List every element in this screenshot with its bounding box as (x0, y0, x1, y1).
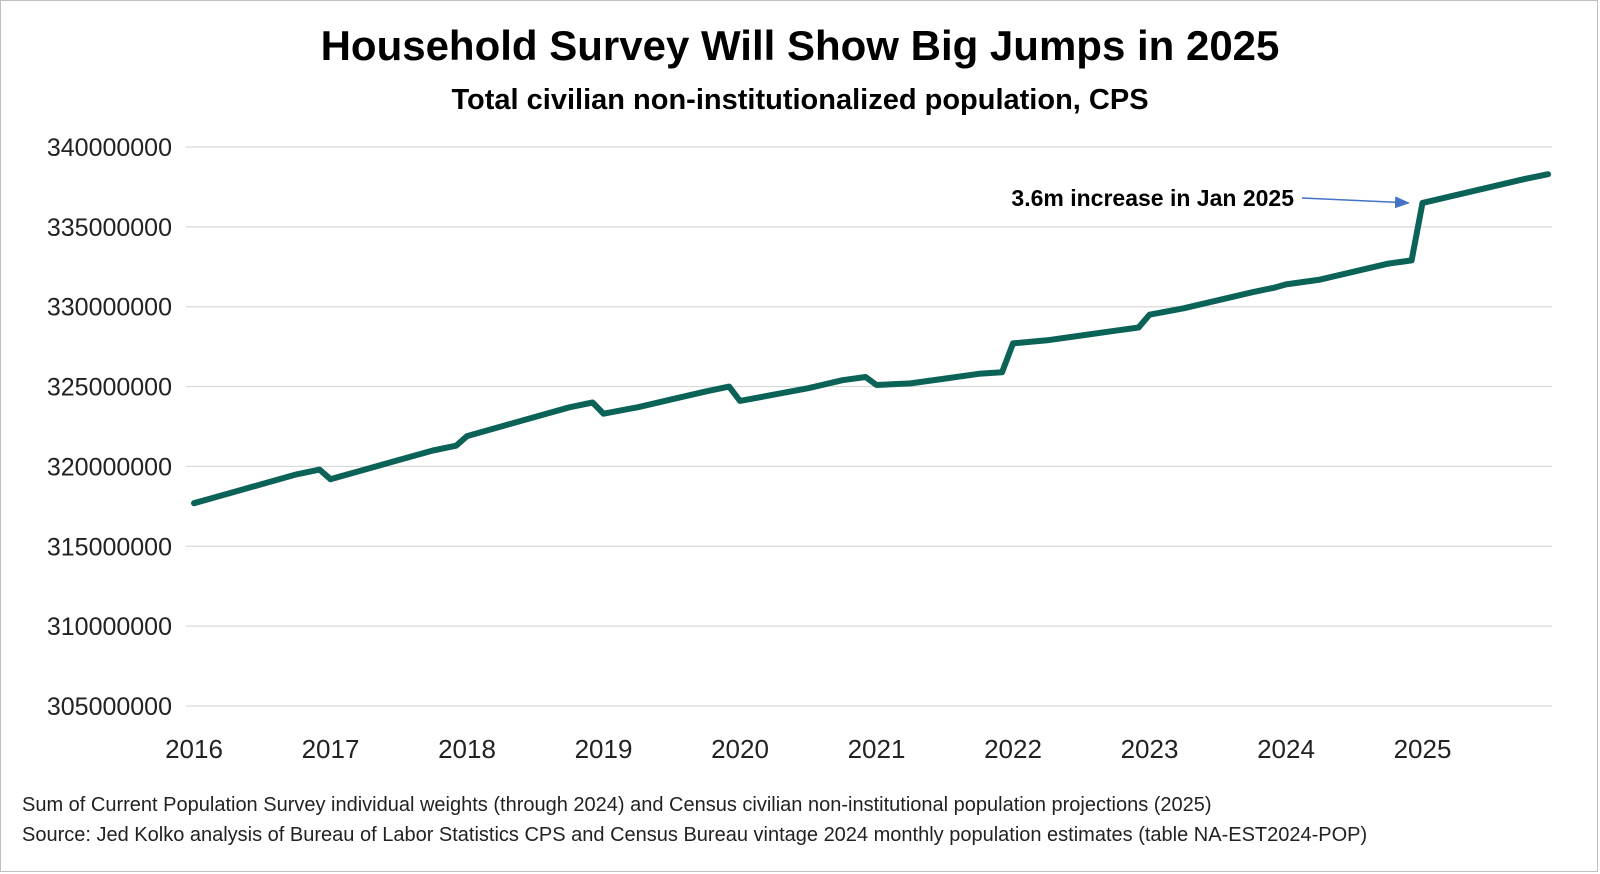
gridlines (186, 146, 1552, 707)
series-layer (191, 171, 1552, 507)
footnote-method: Sum of Current Population Survey individ… (22, 794, 1212, 816)
x-tick-label: 2020 (711, 734, 769, 764)
annotation-arrow (1301, 196, 1410, 209)
footnote-source: Source: Jed Kolko analysis of Bureau of … (22, 824, 1368, 846)
x-tick-label: 2017 (302, 734, 360, 764)
x-tick-label: 2025 (1394, 734, 1452, 764)
y-tick-label: 305000000 (47, 693, 172, 721)
x-tick-label: 2019 (575, 734, 633, 764)
chart-subtitle: Total civilian non-institutionalized pop… (451, 84, 1149, 116)
x-tick-label: 2022 (984, 734, 1042, 764)
y-tick-label: 330000000 (47, 294, 172, 322)
chart-title: Household Survey Will Show Big Jumps in … (320, 22, 1280, 69)
x-tick-label: 2023 (1121, 734, 1179, 764)
y-tick-label: 315000000 (47, 533, 172, 561)
y-tick-label: 325000000 (47, 374, 172, 402)
x-axis-ticks: 2016 2017 2018 2019 2020 2021 2022 2023 2024 2025 (165, 734, 1451, 764)
y-axis-ticks: 340000000 335000000 330000000 325000000 3200… (47, 134, 172, 721)
series-line (191, 171, 1552, 507)
x-tick-label: 2024 (1257, 734, 1315, 764)
x-tick-label: 2021 (848, 734, 906, 764)
annotation-layer: 3.6m increase in Jan 2025 (1011, 185, 1410, 211)
x-tick-label: 2018 (438, 734, 496, 764)
annotation-label: 3.6m increase in Jan 2025 (1011, 185, 1294, 211)
x-tick-label: 2016 (165, 734, 223, 764)
y-tick-label: 310000000 (47, 613, 172, 641)
y-tick-label: 320000000 (47, 453, 172, 481)
y-tick-label: 340000000 (47, 134, 172, 162)
y-tick-label: 335000000 (47, 214, 172, 242)
